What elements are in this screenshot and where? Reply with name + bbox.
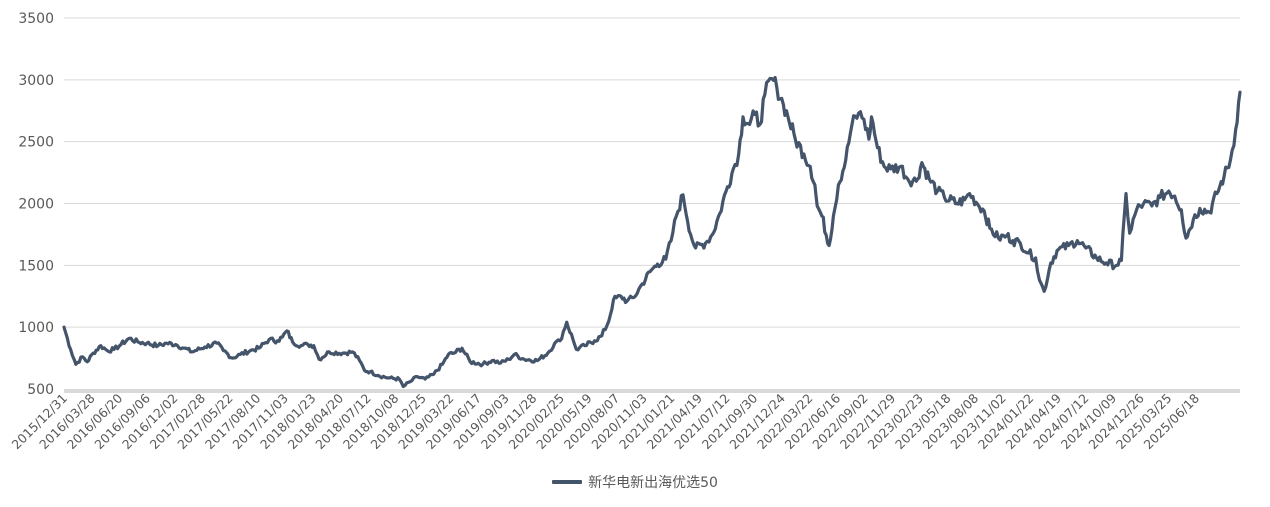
- legend-label: 新华电新出海优选50: [588, 475, 718, 491]
- y-axis-tick-labels: 500 1000 1500 2000 2500 3000 3500: [18, 11, 54, 398]
- y-tick-label: 2000: [18, 197, 54, 213]
- y-tick-label: 3000: [18, 73, 54, 89]
- y-tick-label: 1500: [18, 258, 54, 274]
- x-axis-band: [64, 389, 1240, 393]
- legend-swatch: [552, 480, 583, 484]
- x-axis-tick-labels: 2015/12/312016/03/282016/06/202016/09/06…: [9, 390, 1203, 452]
- y-tick-label: 500: [27, 382, 54, 398]
- grid-lines: [64, 17, 1240, 328]
- y-tick-label: 3500: [18, 11, 54, 27]
- y-tick-label: 2500: [18, 135, 54, 151]
- legend: 新华电新出海优选50: [0, 472, 1270, 492]
- series-line: [62, 75, 1242, 389]
- y-tick-label: 1000: [18, 320, 54, 336]
